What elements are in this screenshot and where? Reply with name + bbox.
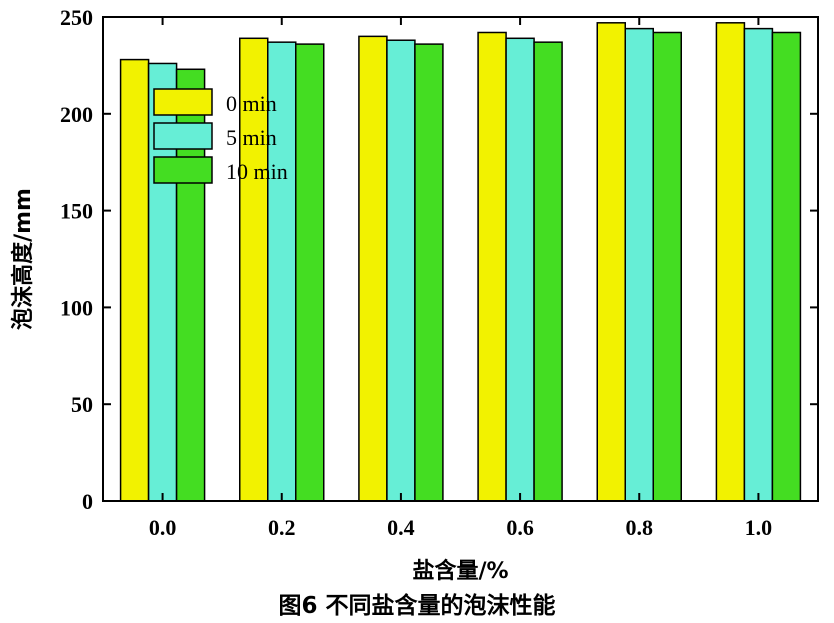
legend-swatch bbox=[153, 156, 213, 184]
legend: 0 min 5 min 10 min bbox=[153, 88, 288, 184]
x-tick-label: 0.0 bbox=[149, 515, 177, 540]
bar-0-min-1.0 bbox=[715, 22, 746, 502]
legend-label: 10 min bbox=[226, 159, 288, 184]
legend-label: 0 min bbox=[226, 91, 277, 116]
bar-0-min-0.8 bbox=[596, 22, 626, 502]
bar-5-min-0.4 bbox=[386, 39, 416, 502]
y-tick-label: 0 bbox=[82, 489, 93, 514]
plot-frame bbox=[102, 16, 819, 502]
figure-caption: 图6 不同盐含量的泡沫性能 bbox=[278, 592, 555, 619]
x-tick-label: 1.0 bbox=[745, 515, 773, 540]
y-tick-label: 100 bbox=[60, 295, 93, 320]
x-tick-label: 0.8 bbox=[626, 515, 654, 540]
bar-5-min-0.8 bbox=[624, 27, 654, 502]
legend-swatch bbox=[153, 122, 213, 150]
bar-0-min-0.4 bbox=[358, 35, 388, 502]
y-tick-label: 200 bbox=[60, 102, 93, 127]
legend-label: 5 min bbox=[226, 125, 277, 150]
y-tick-label: 150 bbox=[60, 199, 93, 224]
x-tick-label: 0.6 bbox=[506, 515, 534, 540]
x-tick-label: 0.2 bbox=[268, 515, 296, 540]
bar-10-min-0.4 bbox=[414, 43, 444, 502]
bar-0-min-0.6 bbox=[477, 31, 507, 502]
legend-swatch bbox=[153, 88, 213, 116]
bar-10-min-1.0 bbox=[771, 31, 802, 502]
bar-5-min-0.6 bbox=[505, 37, 535, 502]
bar-5-min-1.0 bbox=[743, 27, 774, 502]
bar-10-min-0.6 bbox=[533, 41, 563, 502]
y-tick-label: 250 bbox=[60, 5, 93, 30]
bars-layer bbox=[119, 22, 802, 502]
y-axis-title: 泡沫高度/mm bbox=[10, 188, 36, 330]
x-axis-title: 盐含量/% bbox=[412, 558, 508, 584]
x-tick-label: 0.4 bbox=[387, 515, 415, 540]
bar-10-min-0.2 bbox=[295, 43, 325, 502]
bar-0-min-0.0 bbox=[119, 58, 150, 502]
ticks-layer: 0.0 0.2 0.4 0.6 0.8 1.0 0 50 100 150 200 250 bbox=[60, 5, 818, 540]
bar-10-min-0.8 bbox=[652, 31, 682, 502]
y-tick-label: 50 bbox=[71, 392, 93, 417]
